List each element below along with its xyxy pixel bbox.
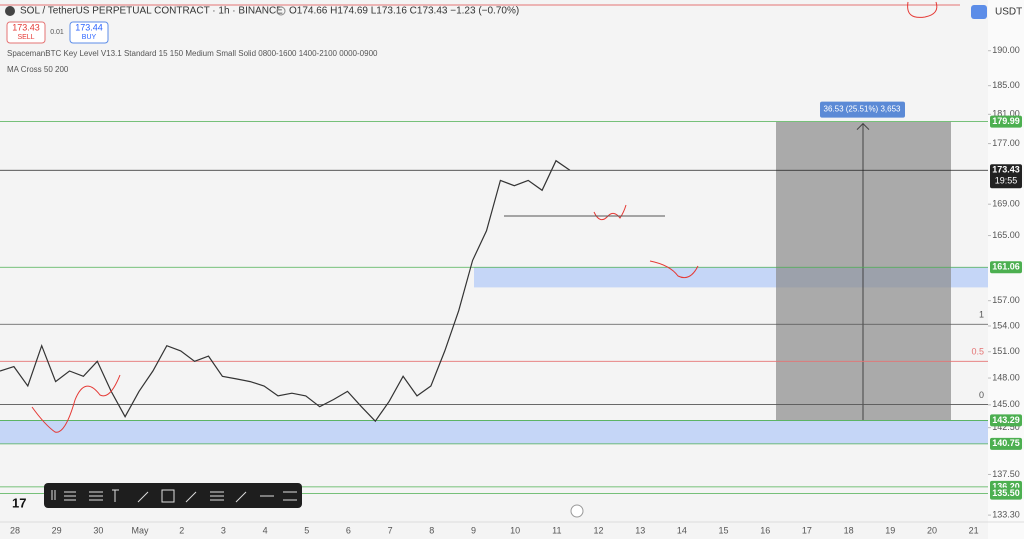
x-tick-label: 3 (221, 525, 226, 535)
price-tag-label: 143.29 (992, 415, 1020, 425)
drawing (907, 1, 938, 18)
x-tick-label: 19 (885, 525, 895, 535)
countdown: 19:55 (995, 176, 1018, 186)
fib-label: 1 (979, 310, 984, 320)
symbol: SOL / TetherUS PERPETUAL CONTRACT · 1h ·… (20, 6, 283, 17)
x-tick-label: 5 (304, 525, 309, 535)
y-tick-label: 165.00 (992, 230, 1020, 240)
drawing (649, 260, 699, 279)
fib-label: 0 (979, 390, 984, 400)
price-tag-label: 140.75 (992, 438, 1020, 448)
price-tag (990, 437, 1022, 450)
plot: 36.53 (25.51%) 3,65310.50190.00185.00181… (0, 45, 1022, 535)
y-tick-label: 154.00 (992, 320, 1020, 330)
y-tick-label: 137.50 (992, 469, 1020, 479)
x-tick-label: 6 (346, 525, 351, 535)
x-tick-label: 20 (927, 525, 937, 535)
indicator-2: MA Cross 50 200 (7, 65, 69, 74)
y-tick-label: 177.00 (992, 138, 1020, 148)
buy-button[interactable] (69, 21, 109, 44)
drawing-toolbar (44, 483, 302, 508)
x-tick-label: 12 (594, 525, 604, 535)
symbol-icon (5, 6, 15, 16)
price-tag-label: 136.20 (992, 481, 1020, 491)
x-tick-label: 4 (263, 525, 268, 535)
price-tag (990, 414, 1022, 427)
y-tick-label: 181.00 (992, 109, 1020, 119)
eye-icon (276, 6, 286, 16)
x-tick-label: 13 (635, 525, 645, 535)
fib-label: 0.5 (971, 347, 984, 357)
x-tick-label: May (132, 525, 150, 535)
ohlc: O174.66 H174.69 L173.16 C173.43 −1.23 (−… (289, 6, 519, 17)
x-tick-label: 17 (802, 525, 812, 535)
y-tick-label: 169.00 (992, 199, 1020, 209)
x-tick-label: 14 (677, 525, 687, 535)
y-tick-label: 185.00 (992, 80, 1020, 90)
x-tick-label: 18 (844, 525, 854, 535)
buy-price: 173.44 (75, 22, 103, 32)
x-tick-label: 29 (52, 525, 62, 535)
price-tag (990, 261, 1022, 274)
price-tag-label: 179.99 (992, 116, 1020, 126)
y-tick-label: 142.50 (992, 422, 1020, 432)
x-tick-label: 7 (388, 525, 393, 535)
zone (0, 420, 988, 444)
y-tick-label: 190.00 (992, 45, 1020, 55)
sell-button[interactable] (6, 21, 46, 44)
y-tick-label: 157.00 (992, 295, 1020, 305)
measure-label: 36.53 (25.51%) 3,653 (824, 105, 901, 114)
price-tag (990, 115, 1022, 128)
spread: 0.01 (50, 29, 64, 36)
x-tick-label: 30 (93, 525, 103, 535)
price-tag-label: 161.06 (992, 262, 1020, 272)
sell-price: 173.43 (12, 22, 40, 32)
price-tag (990, 164, 1022, 189)
price-tag (990, 487, 1022, 500)
indicator-1: SpacemanBTC Key Level V13.1 Standard 15 … (7, 49, 378, 58)
x-tick-label: 21 (969, 525, 979, 535)
replay-button[interactable] (570, 504, 584, 518)
x-tick-label: 9 (471, 525, 476, 535)
x-tick-label: 16 (760, 525, 770, 535)
x-tick-label: 2 (179, 525, 184, 535)
y-tick-label: 133.30 (992, 509, 1020, 519)
layout-button[interactable] (971, 5, 987, 19)
x-tick-label: 15 (719, 525, 729, 535)
toolbar-icons (51, 489, 297, 503)
y-tick-label: 148.00 (992, 372, 1020, 382)
sell-label: SELL (17, 34, 34, 41)
x-tick-label: 8 (429, 525, 434, 535)
x-tick-label: 10 (510, 525, 520, 535)
currency[interactable]: USDT (995, 7, 1022, 18)
y-tick-label: 151.00 (992, 346, 1020, 356)
drawing (593, 204, 627, 221)
price-tag-label: 135.50 (992, 488, 1020, 498)
buy-label: BUY (82, 34, 97, 41)
measure-label-bg (820, 101, 905, 118)
x-tick-label: 28 (10, 525, 20, 535)
price-tag-label: 173.43 (992, 165, 1020, 175)
logo: 17 (12, 495, 26, 510)
x-tick-label: 11 (552, 525, 561, 535)
price-line (0, 159, 571, 423)
drawing (31, 374, 121, 433)
y-tick-label: 145.00 (992, 399, 1020, 409)
measure-arrow-head (856, 122, 870, 130)
